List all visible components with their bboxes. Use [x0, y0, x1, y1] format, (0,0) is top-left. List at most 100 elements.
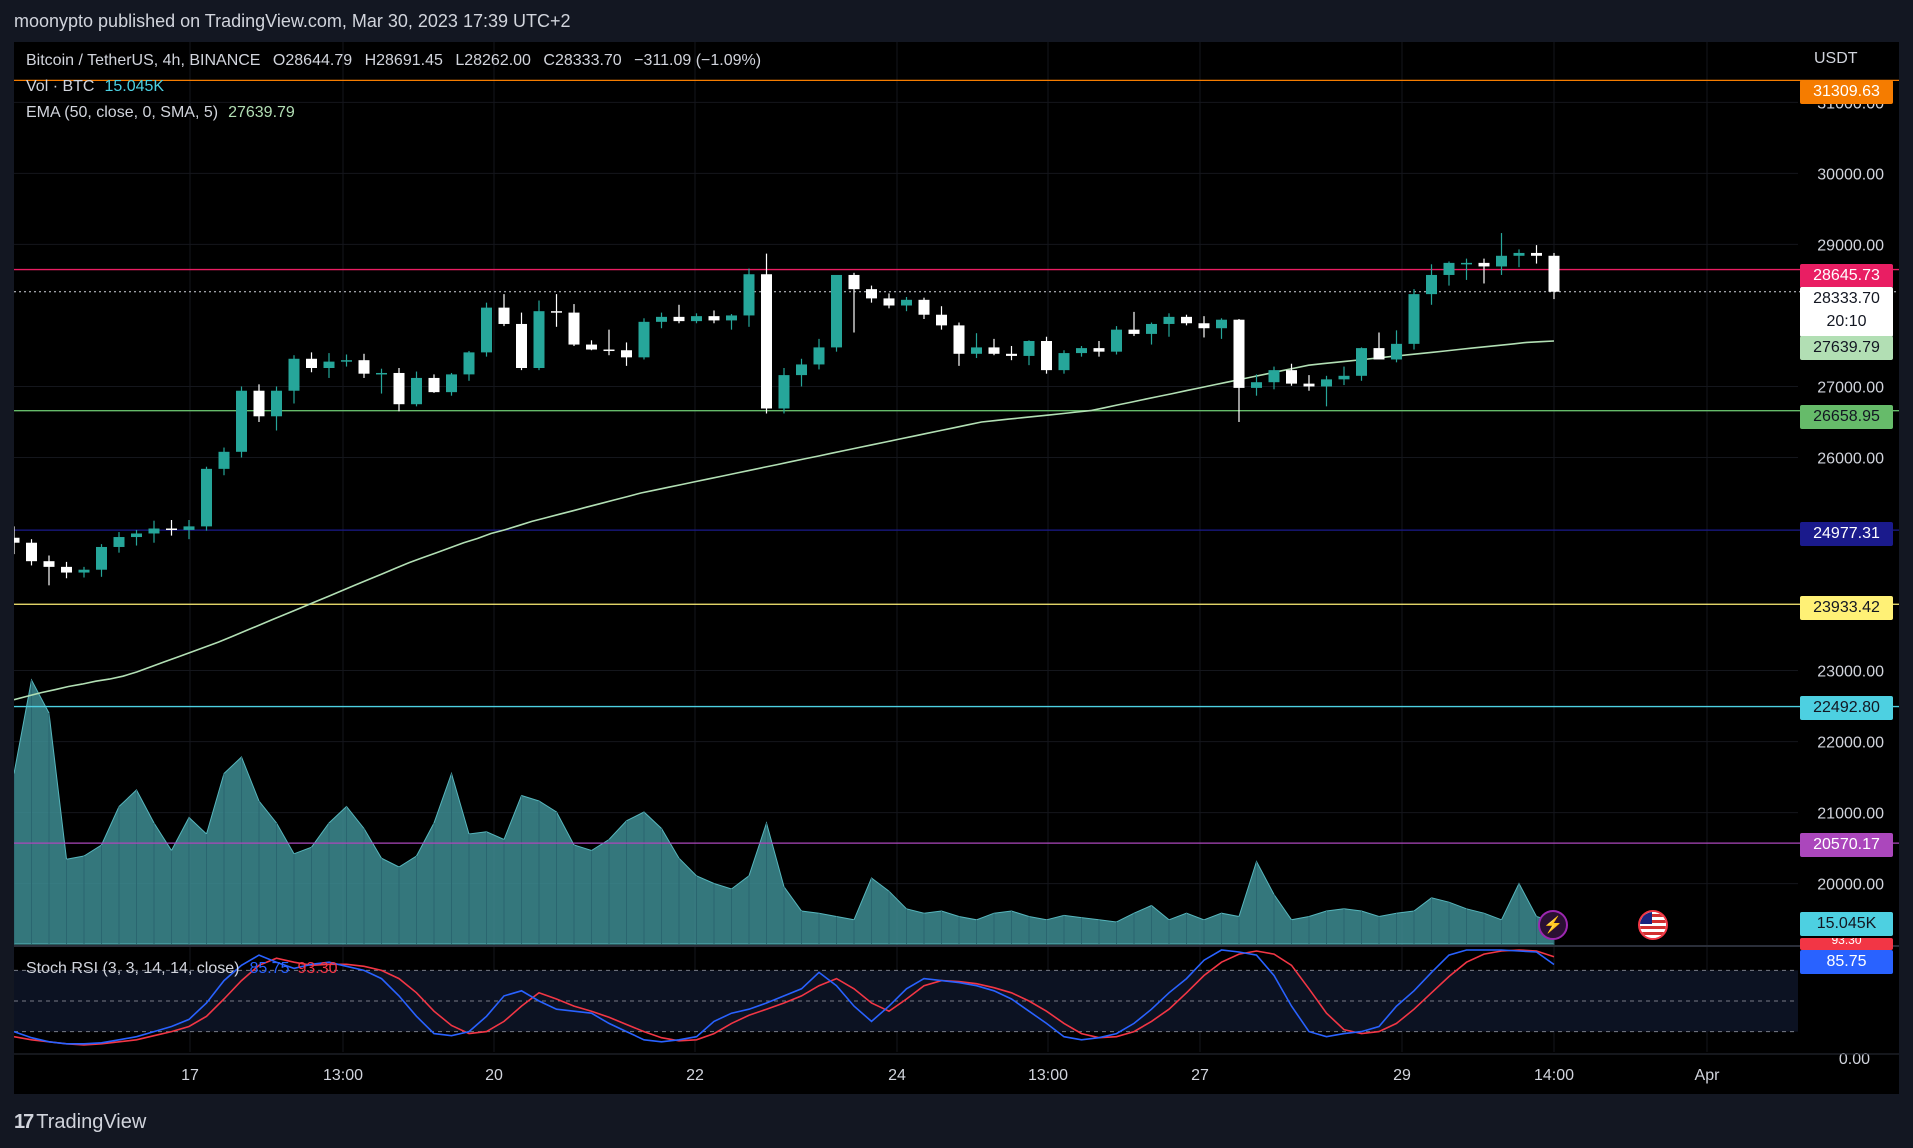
- candle-body-80: [1408, 294, 1420, 344]
- candle-77: [1356, 347, 1367, 381]
- chart-canvas[interactable]: 31000.0030000.0029000.0027000.0026000.00…: [14, 42, 1899, 1094]
- candle-19: [341, 354, 352, 367]
- candle-body-33: [586, 344, 597, 350]
- footer-brand[interactable]: TradingView: [36, 1110, 147, 1133]
- currency-label[interactable]: USDT: [1814, 50, 1858, 67]
- candle-85: [1496, 233, 1507, 275]
- candle-body-73: [1286, 370, 1297, 384]
- candle-34: [603, 329, 615, 356]
- candle-51: [901, 296, 912, 312]
- candle-39: [691, 313, 702, 324]
- candle-2: [43, 555, 55, 586]
- candle-body-61: [1076, 348, 1087, 354]
- candle-78: [1373, 332, 1385, 360]
- candle-body-30: [533, 311, 545, 368]
- candle-body-37: [656, 316, 667, 322]
- candle-0: [14, 526, 20, 555]
- symbol-name[interactable]: Bitcoin / TetherUS, 4h, BINANCE: [26, 52, 261, 69]
- ema-legend[interactable]: EMA (50, close, 0, SMA, 5) 27639.79: [26, 104, 295, 122]
- candle-64: [1128, 311, 1140, 337]
- current-price-box: 28333.70 20:10: [1800, 287, 1893, 337]
- candle-45: [796, 358, 807, 387]
- candle-7: [131, 529, 142, 546]
- candle-body-71: [1251, 382, 1262, 388]
- price-change: −311.09 (−1.09%): [634, 52, 762, 69]
- candle-body-74: [1303, 383, 1315, 387]
- volume-label: 15.045K: [1800, 912, 1893, 936]
- stoch-rsi-legend[interactable]: Stoch RSI (3, 3, 14, 14, close) 85.75 93.3…: [26, 960, 338, 978]
- candle-body-26: [463, 352, 475, 375]
- candle-47: [831, 274, 842, 352]
- publisher-header: moonypto published on TradingView.com, M…: [0, 0, 1913, 42]
- bar-countdown: 20:10: [1826, 313, 1867, 330]
- candle-body-29: [516, 323, 527, 368]
- candle-body-24: [428, 377, 440, 393]
- ema-legend-label[interactable]: EMA (50, close, 0, SMA, 5): [26, 104, 219, 121]
- candle-body-7: [131, 533, 142, 538]
- time-tick-2: 20: [485, 1067, 503, 1084]
- candle-23: [411, 371, 422, 407]
- us-flag-icon[interactable]: [1638, 910, 1668, 940]
- candle-71: [1251, 374, 1262, 396]
- time-tick-7: 29: [1393, 1067, 1411, 1084]
- candle-21: [376, 368, 387, 394]
- candle-68: [1198, 316, 1210, 338]
- candle-body-70: [1233, 319, 1245, 388]
- stoch-d-label: 93.30: [1800, 938, 1893, 950]
- footer: 17 TradingView: [14, 1106, 146, 1138]
- candle-12: [218, 447, 230, 476]
- candle-4: [78, 566, 90, 578]
- candle-1: [26, 539, 37, 566]
- lightning-icon[interactable]: ⚡: [1538, 910, 1568, 940]
- candle-73: [1286, 363, 1297, 386]
- price-tick-2: 29000.00: [1817, 237, 1884, 254]
- candle-53: [936, 306, 947, 330]
- candle-80: [1408, 289, 1420, 350]
- candle-body-50: [883, 298, 895, 306]
- candle-body-39: [691, 316, 702, 322]
- price-label-s1: 26658.95: [1800, 405, 1893, 429]
- stoch-rsi-label[interactable]: Stoch RSI (3, 3, 14, 14, close): [26, 960, 240, 977]
- candle-74: [1303, 375, 1315, 391]
- candle-body-76: [1338, 375, 1350, 380]
- candle-30: [533, 300, 545, 371]
- price-label-ema: 27639.79: [1800, 336, 1893, 360]
- candle-57: [1006, 345, 1017, 361]
- candle-body-46: [813, 347, 825, 365]
- candle-88: [1548, 252, 1560, 300]
- candle-body-84: [1478, 262, 1490, 267]
- candle-83: [1461, 258, 1472, 280]
- candle-body-47: [831, 274, 842, 348]
- candle-body-21: [376, 372, 387, 375]
- ema-line: [14, 340, 1555, 701]
- candle-body-19: [341, 360, 352, 362]
- candle-body-41: [726, 315, 737, 321]
- stoch-k-label: 85.75: [1800, 950, 1893, 974]
- stoch-rsi-k-value: 85.75: [249, 960, 290, 977]
- symbol-legend[interactable]: Bitcoin / TetherUS, 4h, BINANCE O28644.7…: [26, 52, 761, 70]
- candle-82: [1443, 261, 1455, 286]
- volume-legend-label[interactable]: Vol · BTC: [26, 78, 95, 95]
- candle-72: [1268, 366, 1280, 390]
- candle-body-44: [778, 375, 790, 409]
- candle-body-42: [743, 274, 755, 316]
- candle-40: [708, 310, 720, 324]
- candle-18: [323, 353, 335, 378]
- candle-body-3: [61, 566, 72, 573]
- candle-body-5: [96, 546, 107, 570]
- candle-body-25: [446, 374, 457, 393]
- ohlc-close: 28333.70: [554, 52, 622, 69]
- candle-body-1: [26, 542, 37, 562]
- chart-area[interactable]: 31000.0030000.0029000.0027000.0026000.00…: [14, 42, 1899, 1094]
- candle-55: [971, 333, 982, 359]
- candle-66: [1163, 313, 1175, 337]
- volume-legend[interactable]: Vol · BTC 15.045K: [26, 78, 164, 96]
- candle-79: [1391, 330, 1402, 363]
- price-tick-1: 30000.00: [1817, 166, 1884, 183]
- candle-60: [1058, 350, 1070, 374]
- candle-59: [1041, 336, 1052, 374]
- candle-body-34: [603, 349, 615, 352]
- candle-body-79: [1391, 343, 1402, 360]
- time-tick-4: 24: [888, 1067, 906, 1084]
- ohlc-open-label: O: [272, 52, 286, 69]
